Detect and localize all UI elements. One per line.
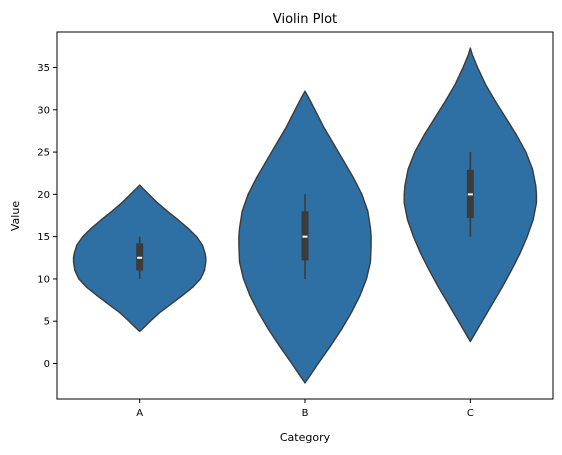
- violin-a: [72, 184, 207, 333]
- y-axis: 0 5 10 15 20 25 30 35: [37, 63, 57, 370]
- y-tick-label: 20: [37, 190, 50, 201]
- chart-title: Violin Plot: [273, 12, 337, 27]
- x-tick-label: A: [136, 408, 143, 419]
- violin-b: [238, 90, 372, 384]
- y-tick-label: 0: [44, 359, 50, 370]
- plot-frame: [56, 31, 554, 400]
- y-tick-label: 15: [37, 232, 50, 243]
- x-axis: A B C: [136, 399, 474, 419]
- y-tick-label: 30: [37, 105, 50, 116]
- y-tick-label: 35: [37, 63, 50, 74]
- x-tick-label: B: [302, 408, 309, 419]
- x-tick-label: C: [467, 408, 474, 419]
- x-axis-label: Category: [280, 431, 331, 444]
- violins-layer: [72, 47, 538, 384]
- y-tick-label: 25: [37, 148, 50, 159]
- y-axis-label: Value: [9, 201, 22, 231]
- y-tick-label: 10: [37, 274, 50, 285]
- y-tick-label: 5: [44, 317, 50, 328]
- violin-c: [403, 47, 538, 343]
